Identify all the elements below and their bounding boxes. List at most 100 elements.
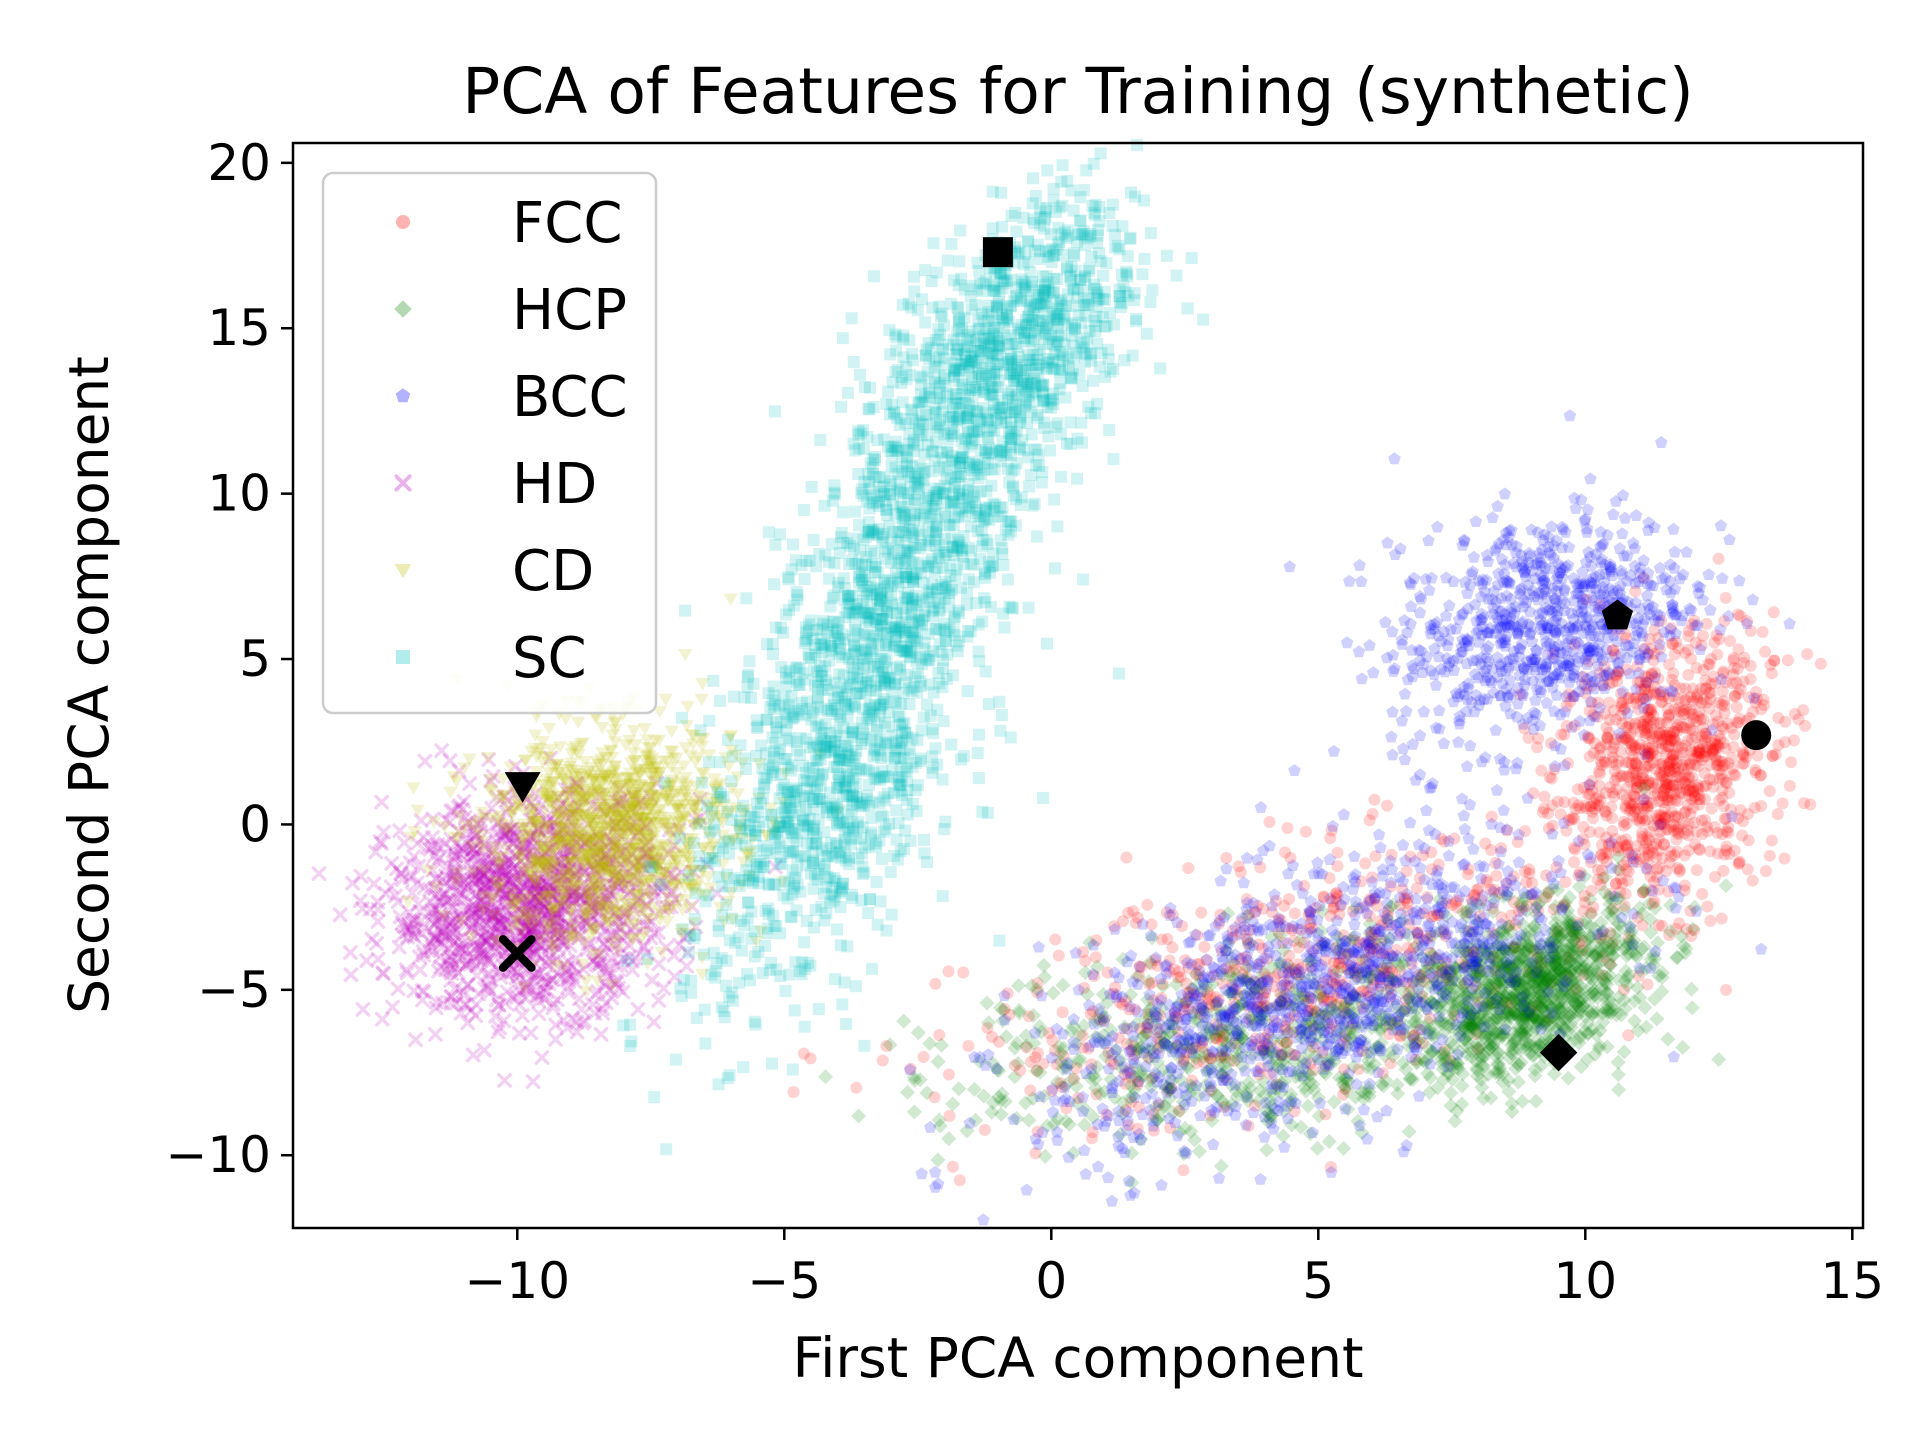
point-fcc xyxy=(1631,781,1644,794)
point-fcc xyxy=(1637,692,1650,705)
point-fcc xyxy=(1703,702,1716,715)
point-fcc xyxy=(1644,703,1657,716)
point-fcc xyxy=(1633,742,1646,755)
point-fcc xyxy=(1672,713,1685,726)
point-fcc xyxy=(1623,797,1636,810)
point-fcc xyxy=(1755,800,1768,813)
point-fcc xyxy=(1709,750,1722,763)
point-fcc xyxy=(1663,928,1676,941)
point-fcc xyxy=(1642,774,1655,787)
point-fcc xyxy=(1686,771,1699,784)
point-fcc xyxy=(1668,788,1681,801)
point-fcc xyxy=(1616,769,1629,782)
point-fcc xyxy=(1604,926,1617,939)
point-fcc xyxy=(1605,745,1618,758)
point-fcc xyxy=(1668,679,1681,692)
point-fcc xyxy=(1600,756,1613,769)
point-fcc xyxy=(1676,742,1689,755)
point-fcc xyxy=(1692,788,1705,801)
point-fcc xyxy=(1636,800,1649,813)
point-fcc xyxy=(1768,654,1781,667)
point-fcc xyxy=(1532,732,1545,745)
point-fcc xyxy=(1692,750,1705,763)
point-fcc xyxy=(1663,856,1676,869)
point-fcc xyxy=(1550,861,1563,874)
point-fcc xyxy=(1182,862,1195,875)
point-fcc xyxy=(1610,669,1623,682)
point-fcc xyxy=(1661,772,1674,785)
point-fcc xyxy=(1709,738,1722,751)
point-fcc xyxy=(1619,731,1632,744)
point-fcc xyxy=(1642,778,1655,791)
point-fcc xyxy=(1642,742,1655,755)
point-fcc xyxy=(876,1054,889,1067)
point-fcc xyxy=(1692,842,1705,855)
point-fcc xyxy=(1593,779,1606,792)
point-fcc xyxy=(1056,1006,1069,1019)
point-fcc xyxy=(1661,778,1674,791)
point-fcc xyxy=(1617,859,1630,872)
point-fcc xyxy=(1674,786,1687,799)
point-fcc xyxy=(1691,746,1704,759)
point-fcc xyxy=(1716,720,1729,733)
point-fcc xyxy=(1682,643,1695,656)
point-fcc xyxy=(1631,781,1644,794)
point-fcc xyxy=(1120,851,1133,864)
point-fcc xyxy=(850,1081,863,1094)
point-fcc xyxy=(1656,852,1669,865)
point-fcc xyxy=(1668,849,1681,862)
point-fcc xyxy=(1629,757,1642,770)
point-fcc xyxy=(1662,740,1675,753)
point-fcc xyxy=(1728,689,1741,702)
point-fcc xyxy=(1696,828,1709,841)
point-fcc xyxy=(1624,737,1637,750)
point-fcc xyxy=(1616,717,1629,730)
point-fcc xyxy=(1740,614,1753,627)
point-fcc xyxy=(1634,715,1647,728)
point-fcc xyxy=(1652,736,1665,749)
point-fcc xyxy=(1671,770,1684,783)
point-fcc xyxy=(1704,687,1717,700)
point-fcc xyxy=(1583,788,1596,801)
point-fcc xyxy=(957,966,970,979)
point-fcc xyxy=(1726,677,1739,690)
point-fcc xyxy=(1664,755,1677,768)
point-fcc xyxy=(1663,764,1676,777)
point-fcc xyxy=(1627,809,1640,822)
point-fcc xyxy=(1732,858,1745,871)
point-fcc xyxy=(1677,816,1690,829)
point-fcc xyxy=(1718,812,1731,825)
point-fcc xyxy=(1670,756,1683,769)
point-fcc xyxy=(1641,843,1654,856)
point-fcc xyxy=(1694,793,1707,806)
point-fcc xyxy=(1359,857,1372,870)
point-fcc xyxy=(1692,793,1705,806)
point-fcc xyxy=(1610,783,1623,796)
point-fcc xyxy=(1701,825,1714,838)
point-fcc xyxy=(1662,885,1675,898)
point-fcc xyxy=(1648,895,1661,908)
point-fcc xyxy=(1711,648,1724,661)
point-fcc xyxy=(1631,813,1644,826)
point-fcc xyxy=(1698,734,1711,747)
point-fcc xyxy=(1628,790,1641,803)
point-fcc xyxy=(1750,692,1763,705)
point-fcc xyxy=(1562,688,1575,701)
point-fcc xyxy=(1560,720,1573,733)
point-fcc xyxy=(1651,787,1664,800)
point-fcc xyxy=(1637,692,1650,705)
point-fcc xyxy=(1717,722,1730,735)
point-fcc xyxy=(1381,799,1394,812)
point-fcc xyxy=(1708,734,1721,747)
point-fcc xyxy=(1531,741,1544,754)
point-fcc xyxy=(1664,845,1677,858)
point-fcc xyxy=(1639,679,1652,692)
point-fcc xyxy=(1594,878,1607,891)
point-fcc xyxy=(1642,834,1655,847)
point-fcc xyxy=(1569,843,1582,856)
point-fcc xyxy=(1688,790,1701,803)
point-fcc xyxy=(1714,755,1727,768)
point-fcc xyxy=(1719,776,1732,789)
point-fcc xyxy=(1730,676,1743,689)
point-fcc xyxy=(1554,808,1567,821)
